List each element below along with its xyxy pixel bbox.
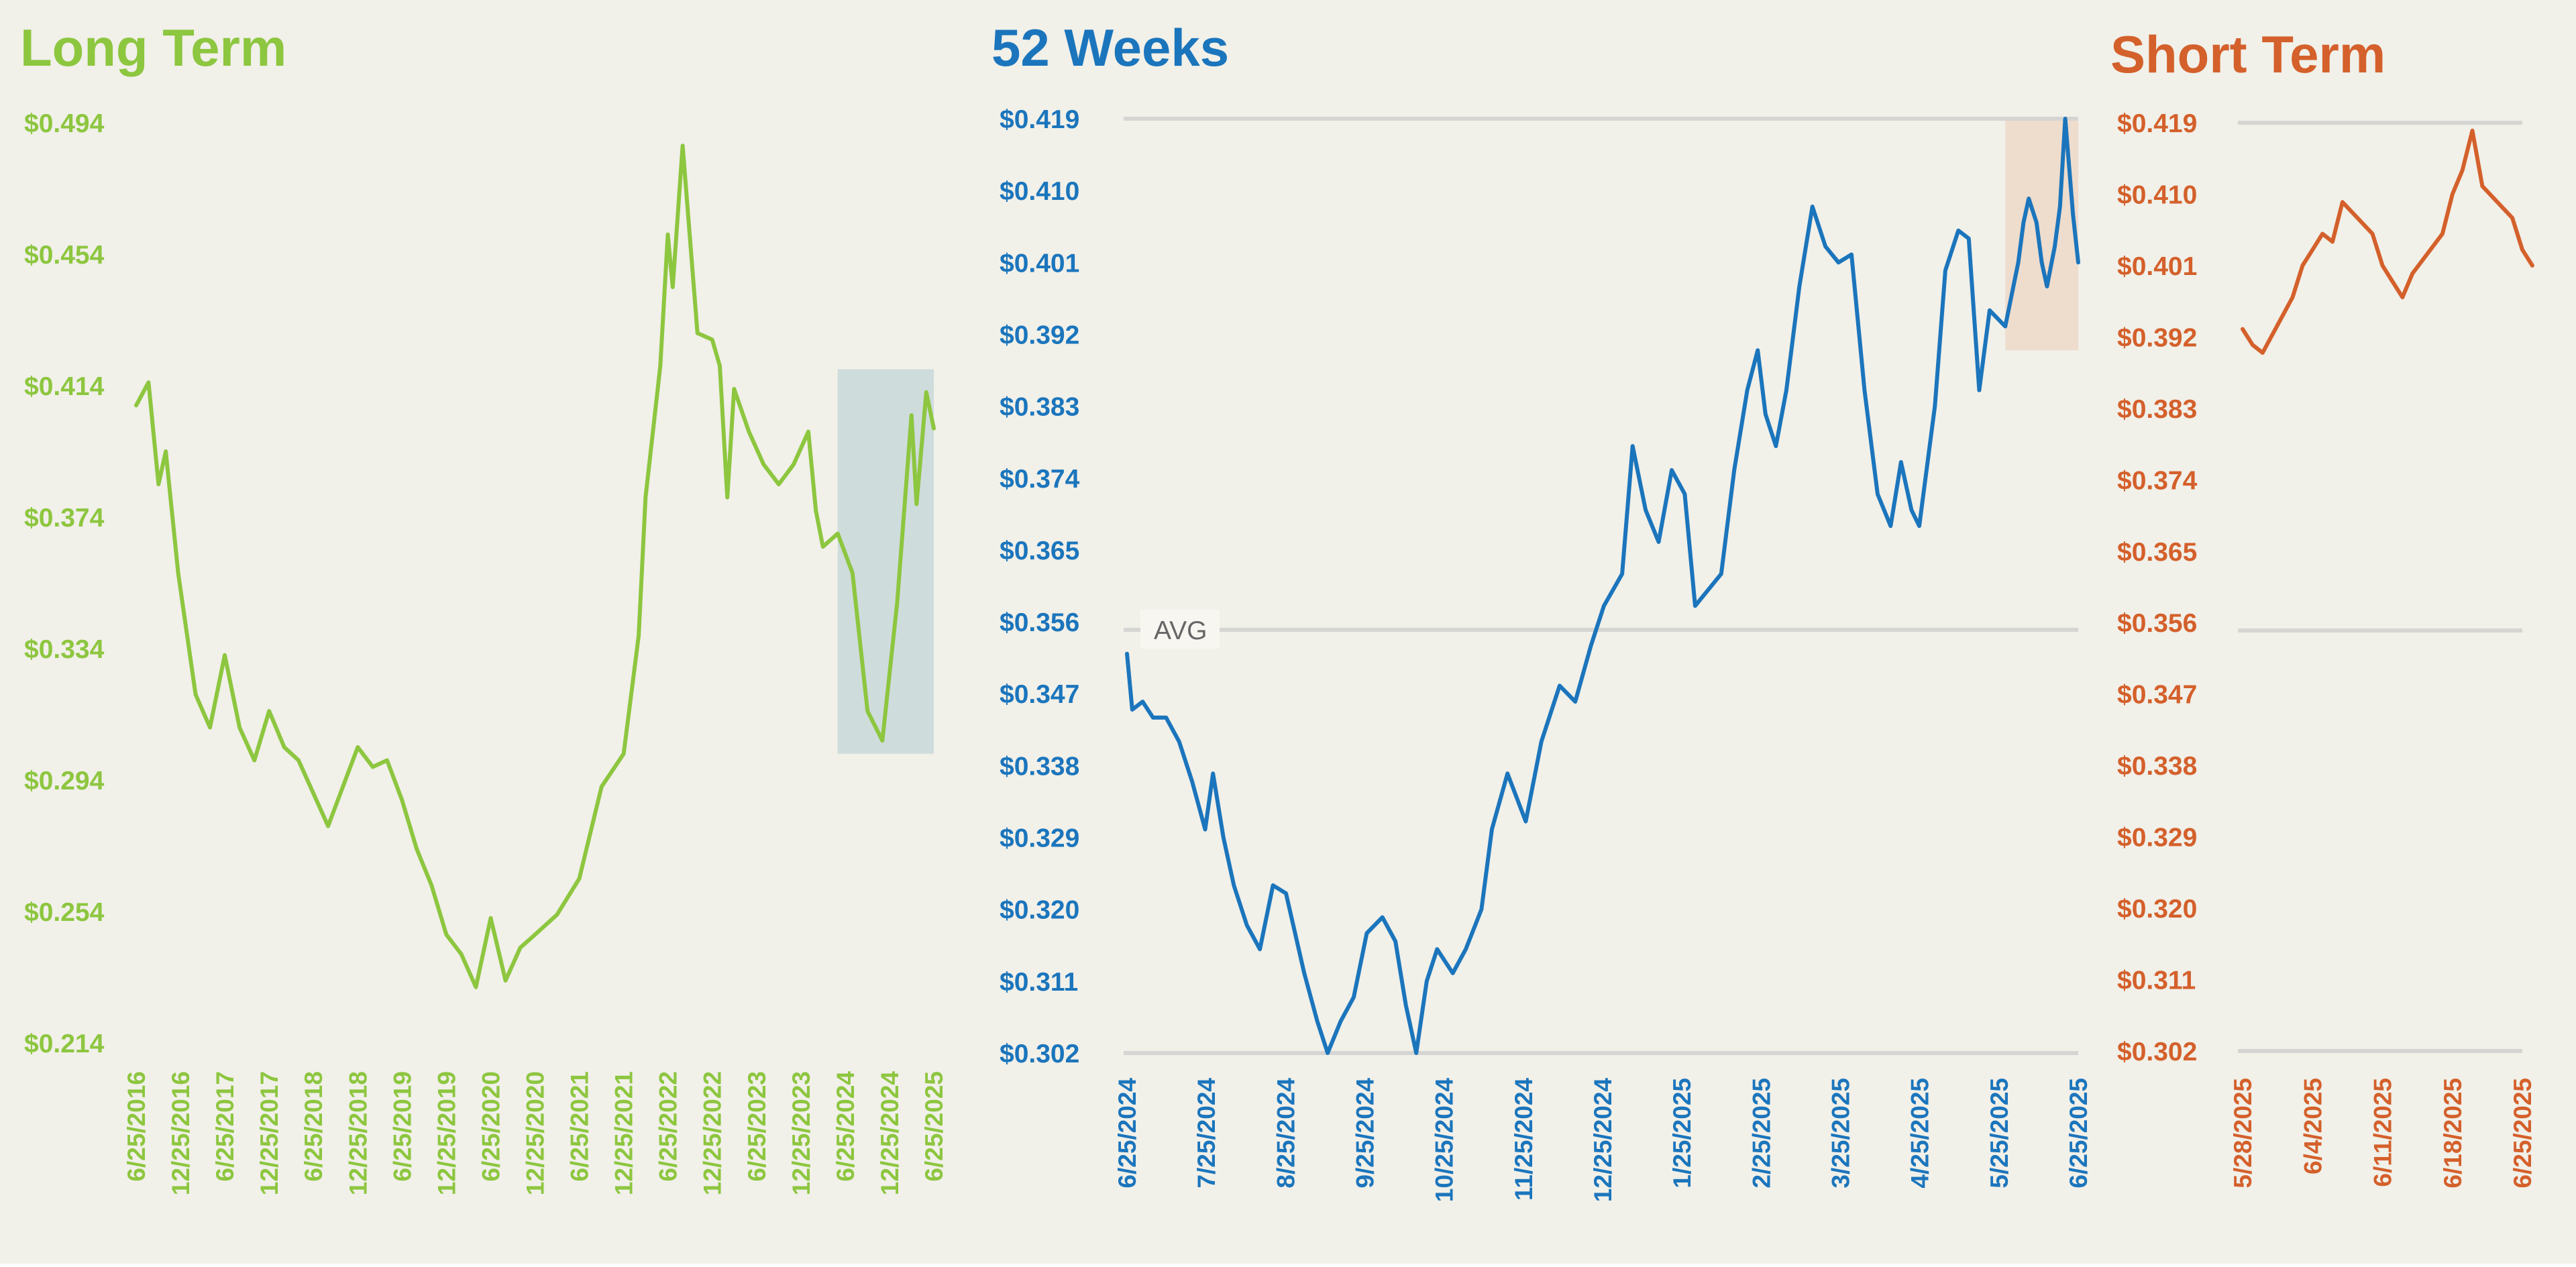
long-term-x-tick-label: 12/25/2021 — [610, 1071, 638, 1195]
long-term-x-tick-label: 6/25/2019 — [388, 1071, 416, 1182]
short-term-y-tick-label: $0.365 — [2117, 538, 2197, 567]
52-weeks-x-tick-label: 8/25/2024 — [1272, 1078, 1299, 1189]
52-weeks-y-tick-label: $0.338 — [1000, 752, 1079, 781]
short-term-y-tick-label: $0.392 — [2117, 323, 2197, 352]
short-term-y-tick-label: $0.410 — [2117, 180, 2197, 209]
52-weeks-y-tick-label: $0.320 — [1000, 896, 1079, 925]
52-weeks-x-tick-label: 3/25/2025 — [1827, 1078, 1855, 1189]
short-term-y-tick-label: $0.311 — [2117, 967, 2196, 995]
52-weeks-y-tick-label: $0.392 — [1000, 321, 1079, 349]
52-weeks-x-tick-label: 7/25/2024 — [1193, 1078, 1220, 1189]
52-weeks-average-label-bg — [1140, 609, 1220, 649]
long-term-x-tick-label: 6/25/2021 — [566, 1071, 594, 1182]
52-weeks-y-tick-label: $0.302 — [1000, 1040, 1079, 1068]
52-weeks-x-tick-label: 4/25/2025 — [1907, 1078, 1934, 1189]
long-term-x-tick-label: 12/25/2022 — [699, 1071, 727, 1195]
short-term-x-tick-label: 6/11/2025 — [2369, 1078, 2397, 1187]
long-term-highlight-box — [837, 369, 934, 754]
52-weeks-x-tick-label: 6/25/2025 — [2065, 1078, 2092, 1189]
long-term-x-tick-label: 6/25/2017 — [211, 1071, 239, 1182]
52-weeks-y-tick-label: $0.356 — [1000, 608, 1079, 637]
short-term-y-axis: $0.419 $0.410 $0.401 $0.392 $0.383 $0.374 $0.3… — [2117, 109, 2198, 1066]
long-term-x-tick-label: 6/25/2016 — [123, 1071, 150, 1182]
short-term-y-tick-label: $0.356 — [2117, 609, 2197, 638]
52-weeks-x-tick-label: 12/25/2024 — [1589, 1078, 1617, 1203]
long-term-y-tick-label: $0.494 — [24, 109, 105, 138]
52-weeks-x-tick-label: 2/25/2025 — [1748, 1078, 1775, 1189]
52-weeks-title: 52 Weeks — [991, 18, 1229, 77]
short-term-title: Short Term — [2110, 25, 2385, 84]
52-weeks-x-tick-label: 10/25/2024 — [1431, 1078, 1458, 1203]
short-term-x-tick-label: 5/28/2025 — [2229, 1078, 2257, 1189]
52-weeks-price-line — [1125, 117, 2080, 1055]
long-term-x-tick-label: 12/25/2019 — [433, 1071, 460, 1195]
long-term-x-tick-label: 6/25/2025 — [920, 1071, 948, 1182]
long-term-title: Long Term — [20, 18, 286, 77]
long-term-y-axis: $0.494 $0.454 $0.414 $0.374 $0.334 $0.294 $0.2… — [24, 109, 105, 1058]
52-weeks-x-axis: 6/25/2024 7/25/2024 8/25/2024 9/25/2024 10/2… — [1114, 1078, 2092, 1203]
52-weeks-y-axis: $0.419 $0.410 $0.401 $0.392 $0.383 $0.374 $0.3… — [1000, 105, 1080, 1068]
long-term-x-tick-label: 12/25/2018 — [344, 1071, 372, 1195]
52-weeks-x-tick-label: 11/25/2024 — [1510, 1078, 1538, 1201]
52-weeks-average-label: AVG — [1154, 616, 1207, 645]
short-term-y-tick-label: $0.383 — [2117, 395, 2197, 424]
long-term-x-tick-label: 12/25/2023 — [788, 1071, 815, 1195]
long-term-y-tick-label: $0.214 — [24, 1030, 105, 1058]
52-weeks-y-tick-label: $0.329 — [1000, 824, 1079, 853]
long-term-x-tick-label: 12/25/2016 — [167, 1071, 195, 1195]
long-term-price-line — [134, 144, 936, 989]
52-weeks-y-tick-label: $0.410 — [1000, 177, 1079, 206]
short-term-x-tick-label: 6/25/2025 — [2509, 1078, 2536, 1189]
short-term-chart: $0.419 $0.410 $0.401 $0.392 $0.383 $0.374 $0.3… — [2110, 25, 2536, 1189]
long-term-x-tick-label: 12/25/2017 — [256, 1071, 283, 1195]
52-weeks-y-tick-label: $0.374 — [1000, 465, 1080, 494]
short-term-y-tick-label: $0.401 — [2117, 252, 2197, 281]
52-weeks-highlight-box — [2005, 119, 2078, 351]
long-term-x-tick-label: 6/25/2020 — [477, 1071, 504, 1182]
52-weeks-y-tick-label: $0.383 — [1000, 393, 1079, 422]
52-weeks-x-tick-label: 9/25/2024 — [1352, 1078, 1379, 1189]
long-term-x-tick-label: 6/25/2024 — [832, 1071, 859, 1182]
long-term-x-tick-label: 12/25/2020 — [522, 1071, 549, 1195]
52-weeks-x-tick-label: 6/25/2024 — [1114, 1078, 1141, 1189]
short-term-y-tick-label: $0.302 — [2117, 1038, 2197, 1066]
long-term-y-tick-label: $0.454 — [24, 241, 105, 270]
long-term-y-tick-label: $0.294 — [24, 767, 105, 795]
long-term-x-tick-label: 6/25/2022 — [655, 1071, 682, 1182]
long-term-x-tick-label: 6/25/2023 — [743, 1071, 771, 1182]
long-term-y-tick-label: $0.334 — [24, 635, 105, 664]
long-term-x-tick-label: 6/25/2018 — [300, 1071, 327, 1182]
short-term-x-axis: 5/28/2025 6/4/2025 6/11/2025 6/18/2025 6/25/… — [2229, 1078, 2536, 1189]
52-weeks-y-tick-label: $0.311 — [1000, 968, 1078, 997]
short-term-y-tick-label: $0.347 — [2117, 681, 2197, 710]
52-weeks-chart: AVG $0.419 $0.410 $0.401 $0.392 $0.383 $0.374… — [991, 18, 2092, 1202]
long-term-x-axis: 6/25/2016 12/25/2016 6/25/2017 12/25/2017 6/… — [123, 1071, 948, 1196]
short-term-y-tick-label: $0.419 — [2117, 109, 2197, 138]
short-term-y-tick-label: $0.374 — [2117, 466, 2198, 495]
long-term-y-tick-label: $0.414 — [24, 372, 105, 401]
short-term-x-tick-label: 6/18/2025 — [2439, 1078, 2467, 1189]
long-term-x-tick-label: 12/25/2024 — [876, 1071, 904, 1196]
short-term-price-line — [2241, 128, 2534, 355]
long-term-y-tick-label: $0.254 — [24, 898, 105, 927]
short-term-y-tick-label: $0.338 — [2117, 752, 2197, 781]
short-term-x-tick-label: 6/4/2025 — [2299, 1078, 2326, 1174]
short-term-y-tick-label: $0.329 — [2117, 824, 2197, 852]
long-term-y-tick-label: $0.374 — [24, 504, 105, 533]
52-weeks-y-tick-label: $0.401 — [1000, 249, 1079, 278]
52-weeks-y-tick-label: $0.347 — [1000, 680, 1079, 709]
52-weeks-x-tick-label: 1/25/2025 — [1668, 1078, 1696, 1189]
long-term-chart: $0.494 $0.454 $0.414 $0.374 $0.334 $0.294 $0.2… — [20, 18, 948, 1195]
52-weeks-x-tick-label: 5/25/2025 — [1986, 1078, 2013, 1189]
short-term-y-tick-label: $0.320 — [2117, 895, 2197, 924]
52-weeks-y-tick-label: $0.419 — [1000, 105, 1079, 134]
52-weeks-y-tick-label: $0.365 — [1000, 537, 1079, 565]
